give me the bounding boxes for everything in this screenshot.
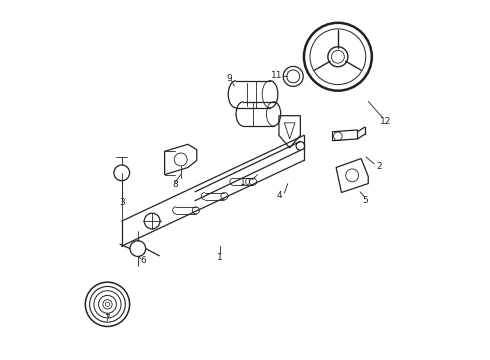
Text: 10: 10: [240, 177, 252, 186]
Text: 7: 7: [104, 314, 110, 323]
Text: 4: 4: [276, 191, 282, 200]
Text: 11: 11: [271, 71, 283, 80]
Text: 6: 6: [140, 256, 146, 265]
Text: 9: 9: [226, 74, 232, 83]
Text: 2: 2: [376, 162, 382, 171]
Text: 1: 1: [217, 253, 223, 262]
Text: 5: 5: [362, 195, 368, 204]
Text: 12: 12: [380, 117, 392, 126]
Text: 8: 8: [172, 180, 178, 189]
Text: 3: 3: [119, 198, 124, 207]
